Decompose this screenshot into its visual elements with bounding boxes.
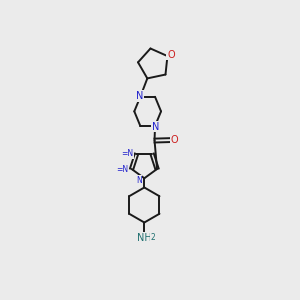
- Text: N: N: [152, 122, 159, 132]
- Text: NH: NH: [137, 233, 152, 243]
- Text: N: N: [136, 91, 143, 101]
- Text: O: O: [170, 135, 178, 145]
- Text: O: O: [167, 50, 175, 60]
- Text: =N: =N: [121, 149, 133, 158]
- Text: 2: 2: [150, 233, 155, 242]
- Text: =N: =N: [116, 165, 128, 174]
- Text: N: N: [136, 176, 142, 185]
